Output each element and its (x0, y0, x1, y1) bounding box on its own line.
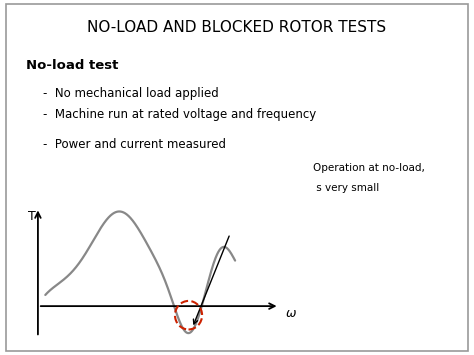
Text: ω: ω (286, 307, 296, 321)
Text: Operation at no-load,: Operation at no-load, (313, 163, 425, 173)
Text: s very small: s very small (313, 183, 379, 193)
Text: -  No mechanical load applied: - No mechanical load applied (43, 87, 219, 100)
Text: NO-LOAD AND BLOCKED ROTOR TESTS: NO-LOAD AND BLOCKED ROTOR TESTS (87, 20, 387, 34)
Text: No-load test: No-load test (26, 59, 118, 72)
Text: T: T (28, 210, 36, 223)
Text: -  Power and current measured: - Power and current measured (43, 138, 226, 152)
Text: -  Machine run at rated voltage and frequency: - Machine run at rated voltage and frequ… (43, 108, 316, 121)
